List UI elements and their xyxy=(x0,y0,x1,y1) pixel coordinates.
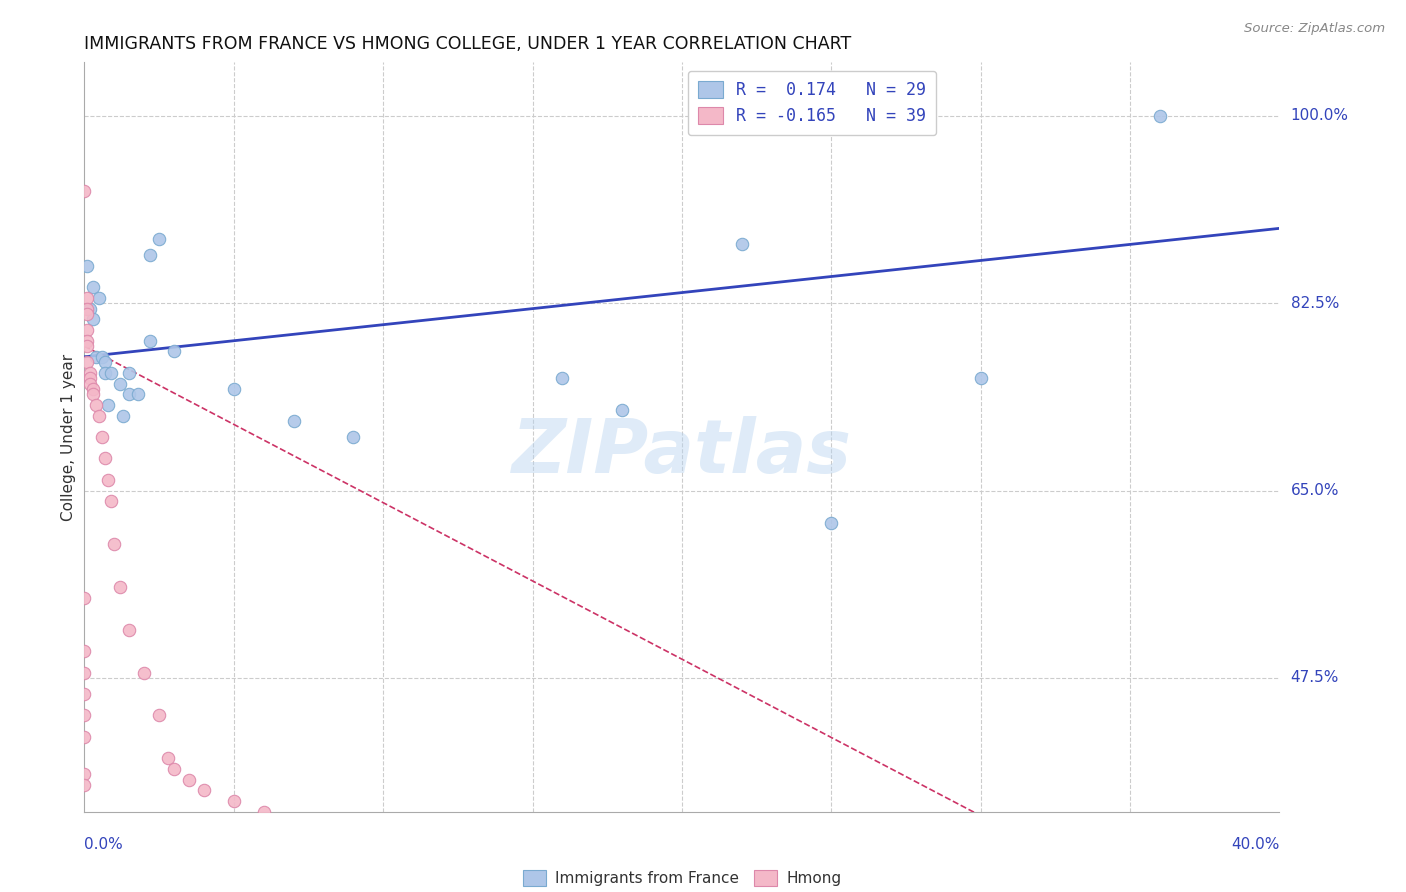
Point xyxy=(79,376,101,391)
Text: 82.5%: 82.5% xyxy=(1291,296,1339,310)
Text: Source: ZipAtlas.com: Source: ZipAtlas.com xyxy=(1244,22,1385,36)
Point xyxy=(86,398,108,412)
Point xyxy=(73,708,96,723)
Point xyxy=(86,350,108,364)
Point xyxy=(76,307,98,321)
Point xyxy=(127,387,149,401)
Point xyxy=(94,355,117,369)
Point xyxy=(73,730,96,744)
Point xyxy=(73,665,96,680)
Text: IMMIGRANTS FROM FRANCE VS HMONG COLLEGE, UNDER 1 YEAR CORRELATION CHART: IMMIGRANTS FROM FRANCE VS HMONG COLLEGE,… xyxy=(84,35,852,53)
Point xyxy=(82,280,104,294)
Point xyxy=(551,371,574,385)
Point xyxy=(76,334,98,348)
Point xyxy=(163,344,186,359)
Point xyxy=(97,398,120,412)
Point xyxy=(76,259,98,273)
Point xyxy=(970,371,993,385)
Point xyxy=(82,312,104,326)
Point xyxy=(118,366,141,380)
Point xyxy=(100,366,122,380)
Point xyxy=(94,451,117,466)
Point xyxy=(79,371,101,385)
Point xyxy=(76,301,98,316)
Point xyxy=(118,623,141,637)
Point xyxy=(820,516,842,530)
Point xyxy=(1149,109,1171,123)
Point xyxy=(73,644,96,658)
Point xyxy=(73,184,96,198)
Point xyxy=(89,291,111,305)
Point xyxy=(73,591,96,605)
Point xyxy=(193,783,215,797)
Text: ZIPatlas: ZIPatlas xyxy=(512,416,852,489)
Point xyxy=(222,382,245,396)
Point xyxy=(97,473,120,487)
Point xyxy=(100,494,122,508)
Point xyxy=(110,376,132,391)
Point xyxy=(612,403,634,417)
Point xyxy=(79,301,101,316)
Text: 40.0%: 40.0% xyxy=(1232,837,1279,852)
Point xyxy=(283,815,305,830)
Point xyxy=(139,248,162,262)
Text: 47.5%: 47.5% xyxy=(1291,671,1339,685)
Legend: Immigrants from France, Hmong: Immigrants from France, Hmong xyxy=(516,864,848,892)
Point xyxy=(139,334,162,348)
Y-axis label: College, Under 1 year: College, Under 1 year xyxy=(60,353,76,521)
Point xyxy=(76,355,98,369)
Point xyxy=(148,232,170,246)
Point xyxy=(222,794,245,808)
Point xyxy=(112,409,135,423)
Point xyxy=(253,805,276,819)
Point xyxy=(132,665,156,680)
Point xyxy=(76,323,98,337)
Point xyxy=(91,350,114,364)
Point xyxy=(731,237,754,252)
Point xyxy=(82,387,104,401)
Point xyxy=(177,772,200,787)
Point xyxy=(76,339,98,353)
Point xyxy=(76,291,98,305)
Point xyxy=(283,414,305,428)
Point xyxy=(79,366,101,380)
Point xyxy=(94,366,117,380)
Text: 65.0%: 65.0% xyxy=(1291,483,1339,498)
Text: 0.0%: 0.0% xyxy=(84,837,124,852)
Point xyxy=(103,537,125,551)
Point xyxy=(91,430,114,444)
Point xyxy=(148,708,170,723)
Point xyxy=(342,430,364,444)
Point xyxy=(73,778,96,792)
Point xyxy=(157,751,180,765)
Point xyxy=(89,409,111,423)
Text: 100.0%: 100.0% xyxy=(1291,109,1348,123)
Point xyxy=(110,580,132,594)
Point xyxy=(163,762,186,776)
Point xyxy=(82,382,104,396)
Point xyxy=(73,687,96,701)
Point xyxy=(73,767,96,781)
Point xyxy=(118,387,141,401)
